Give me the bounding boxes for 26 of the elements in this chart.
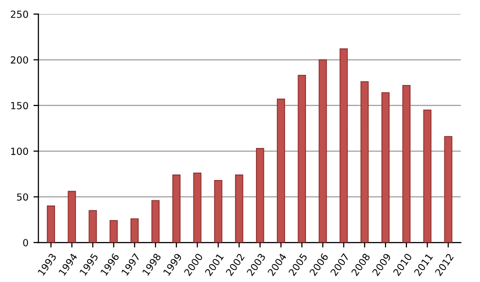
bar: [110, 220, 118, 243]
y-tick-label: 250: [10, 10, 28, 18]
bar: [214, 180, 222, 243]
bar: [298, 74, 306, 243]
bar: [256, 148, 264, 243]
y-tick-label: 100: [11, 148, 28, 155]
bar: [402, 84, 411, 243]
bar: [46, 206, 56, 243]
bar: [130, 218, 139, 243]
bar: [340, 48, 348, 243]
bar: [360, 81, 369, 243]
y-tick-label: 50: [17, 193, 28, 201]
bar: [172, 174, 180, 243]
bar: [381, 92, 390, 243]
bar: [235, 174, 244, 243]
y-tick-label: 200: [10, 56, 28, 64]
y-tick-label: 0: [23, 239, 28, 246]
bar: [68, 190, 76, 243]
y-tick-label: 150: [11, 102, 28, 110]
bar: [151, 200, 160, 243]
bar: [444, 136, 452, 243]
bar: [276, 98, 286, 243]
bar: [318, 59, 327, 243]
bar: [423, 110, 432, 243]
bar: [193, 172, 202, 243]
bar: [88, 210, 97, 243]
